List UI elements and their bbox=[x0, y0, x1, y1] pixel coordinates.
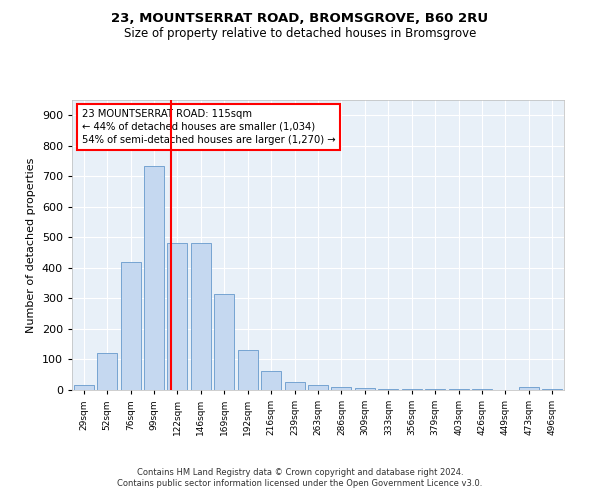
Text: 23 MOUNTSERRAT ROAD: 115sqm
← 44% of detached houses are smaller (1,034)
54% of : 23 MOUNTSERRAT ROAD: 115sqm ← 44% of det… bbox=[82, 108, 335, 145]
Text: Contains HM Land Registry data © Crown copyright and database right 2024.
Contai: Contains HM Land Registry data © Crown c… bbox=[118, 468, 482, 487]
Bar bbox=[238, 350, 257, 390]
Bar bbox=[379, 389, 398, 390]
Bar bbox=[519, 387, 539, 390]
Bar bbox=[97, 353, 117, 390]
Bar bbox=[284, 382, 305, 390]
Text: 23, MOUNTSERRAT ROAD, BROMSGROVE, B60 2RU: 23, MOUNTSERRAT ROAD, BROMSGROVE, B60 2R… bbox=[112, 12, 488, 26]
Bar bbox=[425, 389, 445, 390]
Bar bbox=[331, 387, 352, 390]
Bar bbox=[308, 384, 328, 390]
Y-axis label: Number of detached properties: Number of detached properties bbox=[26, 158, 36, 332]
Bar bbox=[214, 294, 234, 390]
Bar bbox=[355, 388, 375, 390]
Bar bbox=[261, 371, 281, 390]
Bar bbox=[74, 384, 94, 390]
Bar bbox=[402, 389, 422, 390]
Bar bbox=[144, 166, 164, 390]
Bar bbox=[167, 244, 187, 390]
Text: Size of property relative to detached houses in Bromsgrove: Size of property relative to detached ho… bbox=[124, 28, 476, 40]
Bar bbox=[191, 244, 211, 390]
Bar bbox=[121, 262, 140, 390]
